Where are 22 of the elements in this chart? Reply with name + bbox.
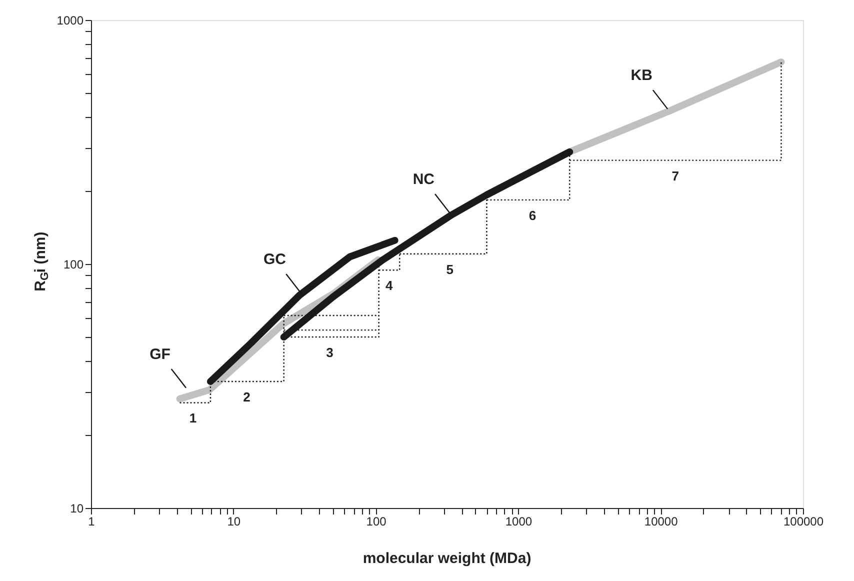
y-tick-label: 1000 (56, 14, 84, 28)
annotation: KB (630, 66, 653, 84)
annotation: 2 (243, 389, 250, 404)
annotation: GF (150, 346, 170, 363)
x-tick-label: 100000 (783, 514, 824, 528)
annotation: 5 (446, 262, 454, 277)
annotation: 1 (189, 410, 197, 426)
annotation: 4 (385, 278, 394, 294)
x-tick-label: 1000 (505, 514, 532, 528)
y-axis-title: RGi (nm) (32, 232, 51, 292)
annotation: GC (264, 250, 286, 268)
x-tick-label: 10000 (644, 514, 678, 528)
x-tick-label: 100 (366, 514, 387, 528)
annotation: 3 (326, 345, 334, 360)
y-tick-label: 10 (70, 502, 84, 516)
x-tick-label: 10 (227, 514, 241, 528)
y-tick-label: 100 (63, 258, 84, 272)
annotation: 6 (528, 208, 536, 223)
annotation: 7 (672, 168, 679, 184)
annotation: NC (412, 170, 435, 188)
x-axis-title: molecular weight (MDa) (362, 550, 532, 567)
x-tick-label: 1 (88, 514, 96, 528)
